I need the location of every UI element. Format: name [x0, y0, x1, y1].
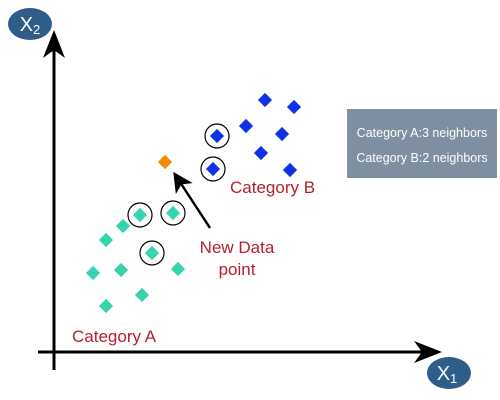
new-data-point [157, 154, 173, 170]
info-box-line-a: Category A:3 neighbors [357, 126, 488, 140]
diamond-marker [115, 218, 131, 234]
x-axis-arrowhead-icon [414, 341, 442, 363]
data-point [98, 232, 114, 248]
data-point [113, 262, 129, 278]
neighbor-circle [200, 156, 226, 182]
new-data-point-label-line2: point [219, 260, 256, 279]
diamond-marker [209, 128, 225, 144]
neighbor-circle [139, 240, 165, 266]
category-a-points [85, 200, 186, 314]
diamond-marker [274, 126, 290, 142]
info-box-line-b: Category B:2 neighbors [356, 151, 487, 165]
diamond-marker [98, 232, 114, 248]
data-point [160, 200, 186, 226]
neighbor-circle [160, 200, 186, 226]
diamond-marker [165, 205, 181, 221]
new-data-point-arrow [173, 171, 212, 229]
data-point [253, 145, 269, 161]
neighbor-circle [127, 202, 153, 228]
x-axis-badge-shape [427, 357, 471, 389]
axes [38, 30, 442, 370]
diamond-marker [253, 145, 269, 161]
data-point [85, 265, 101, 281]
x-axis-label-badge: X1 [427, 357, 471, 389]
new-data-point-group [157, 154, 173, 170]
data-point [127, 202, 153, 228]
neighbor-circle [204, 123, 230, 149]
diamond-marker [113, 262, 129, 278]
new-data-point-label-line1: New Data [200, 238, 275, 257]
info-box: Category A:3 neighbors Category B:2 neig… [347, 109, 497, 178]
data-point [282, 162, 298, 178]
category-b-points [200, 92, 302, 182]
diamond-marker [257, 92, 273, 108]
category-a-label: Category A [72, 327, 157, 346]
y-axis-badge-shape [8, 8, 52, 40]
diamond-marker [286, 99, 302, 115]
x-axis-label: X1 [437, 363, 458, 386]
diamond-marker [98, 298, 114, 314]
diamond-marker [85, 265, 101, 281]
diamond-marker [134, 287, 150, 303]
y-axis-label-badge: X2 [8, 8, 52, 40]
diamond-marker [170, 261, 186, 277]
data-point [134, 287, 150, 303]
data-point [274, 126, 290, 142]
data-point [115, 218, 131, 234]
data-point [170, 261, 186, 277]
diamond-marker [132, 207, 148, 223]
data-point [200, 156, 226, 182]
diamond-marker [205, 161, 221, 177]
diamond-marker [238, 118, 254, 134]
data-point [286, 99, 302, 115]
data-point [98, 298, 114, 314]
diamond-marker [144, 245, 160, 261]
y-axis-label: X2 [20, 14, 41, 37]
info-box-background [347, 109, 497, 178]
category-b-label: Category B [230, 178, 315, 197]
diamond-marker [282, 162, 298, 178]
data-point [204, 123, 230, 149]
data-point [257, 92, 273, 108]
y-axis-arrowhead-icon [43, 30, 65, 58]
data-point [139, 240, 165, 266]
data-point [238, 118, 254, 134]
